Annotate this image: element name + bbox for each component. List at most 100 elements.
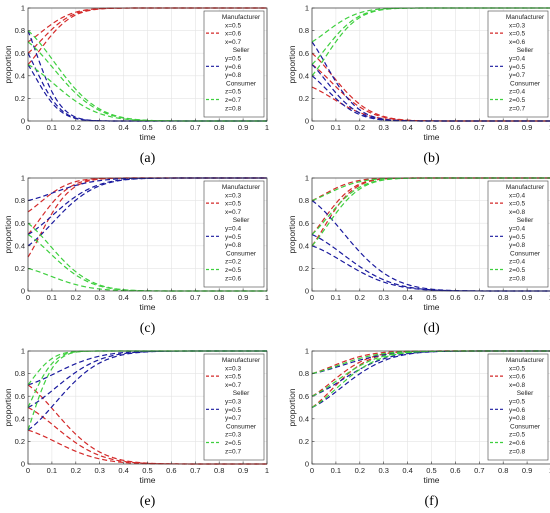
- x-tick-label: 0.9: [238, 293, 248, 302]
- y-axis-title: proportion: [3, 45, 13, 84]
- legend-entry: y=0.8: [225, 72, 241, 79]
- y-tick-label: 0: [305, 460, 309, 469]
- x-tick-label: 0: [310, 293, 314, 302]
- x-tick-label: 0.8: [214, 293, 224, 302]
- series-line-consumer-1: [27, 63, 267, 122]
- y-tick-label: 0.8: [299, 369, 309, 378]
- legend-entry: x=0.6: [509, 374, 525, 381]
- legend-entry: y=0.5: [509, 64, 525, 71]
- y-tick-label: 0.8: [15, 369, 25, 378]
- y-tick-label: 0: [305, 287, 309, 296]
- legend-group-title: Seller: [233, 390, 250, 397]
- legend-entry: x=0.7: [225, 209, 241, 216]
- x-tick-label: 0.6: [450, 123, 460, 132]
- legend-entry: z=0.5: [509, 432, 525, 439]
- series-line-seller-2: [311, 64, 550, 122]
- y-tick-label: 0: [305, 117, 309, 126]
- legend-group-title: Manufacturer: [222, 184, 261, 191]
- legend-entry: y=0.4: [509, 226, 525, 233]
- legend-entry: z=0.2: [225, 259, 241, 266]
- y-tick-label: 0.6: [299, 392, 309, 401]
- x-tick-label: 0.5: [426, 123, 436, 132]
- legend-entry: x=0.3: [225, 192, 241, 199]
- x-tick-label: 0.3: [378, 123, 388, 132]
- legend: Manufacturerx=0.4x=0.5x=0.8Sellery=0.4y=…: [487, 180, 549, 288]
- y-axis-title: proportion: [3, 388, 13, 427]
- x-tick-label: 0.8: [498, 466, 508, 475]
- legend-group-title: Seller: [517, 390, 534, 397]
- x-tick-label: 0.4: [402, 466, 412, 475]
- legend-entry: y=0.6: [225, 64, 241, 71]
- legend-entry: x=0.5: [509, 201, 525, 208]
- legend-entry: y=0.5: [225, 56, 241, 63]
- legend-entry: z=0.5: [225, 440, 241, 447]
- x-axis-title: time: [423, 132, 439, 142]
- x-tick-label: 0.3: [94, 466, 104, 475]
- legend-entry: x=0.5: [225, 22, 241, 29]
- y-tick-label: 0.4: [299, 414, 309, 423]
- legend-entry: x=0.5: [509, 365, 525, 372]
- x-tick-label: 0.2: [355, 466, 365, 475]
- legend-entry: y=0.7: [509, 72, 525, 79]
- x-tick-label: 0.4: [118, 466, 128, 475]
- y-tick-label: 0.2: [15, 437, 25, 446]
- x-tick-label: 0: [310, 466, 314, 475]
- x-tick-label: 0.2: [71, 466, 81, 475]
- legend-entry: z=0.4: [509, 89, 525, 96]
- legend-entry: x=0.6: [509, 39, 525, 46]
- legend: Manufacturerx=0.5x=0.6x=0.7Sellery=0.5y=…: [203, 10, 265, 118]
- legend-entry: z=0.7: [225, 448, 241, 455]
- legend-group-title: Manufacturer: [222, 357, 261, 364]
- legend-entry: z=0.5: [509, 267, 525, 274]
- legend-entry: x=0.5: [225, 374, 241, 381]
- x-tick-label: 1: [265, 293, 269, 302]
- x-tick-label: 0.4: [402, 293, 412, 302]
- legend-entry: x=0.7: [225, 39, 241, 46]
- x-tick-label: 0.5: [142, 293, 152, 302]
- legend-group-title: Seller: [517, 217, 534, 224]
- series-line-seller-3: [27, 30, 267, 122]
- x-tick-label: 0.3: [94, 123, 104, 132]
- legend-group-title: Manufacturer: [506, 357, 545, 364]
- x-tick-label: 0.3: [378, 293, 388, 302]
- legend-entry: z=0.8: [225, 105, 241, 112]
- y-tick-label: 1: [21, 174, 25, 183]
- x-tick-label: 0.6: [450, 293, 460, 302]
- legend-entry: y=0.3: [225, 399, 241, 406]
- x-tick-label: 0.8: [214, 466, 224, 475]
- x-tick-label: 0.2: [355, 293, 365, 302]
- chart-panel-3: 0 0.1 0.2 0.3 0.4 0.5 0.6 0.7 0.8 0.9 1 0 0.2 0.4 0.6 0…: [3, 174, 269, 336]
- y-tick-label: 0.6: [299, 49, 309, 58]
- legend-entry: x=0.4: [509, 192, 525, 199]
- x-tick-label: 1: [549, 466, 550, 475]
- y-tick-label: 1: [21, 347, 25, 356]
- y-tick-label: 0.6: [299, 219, 309, 228]
- legend-group-title: Consumer: [510, 80, 541, 87]
- y-tick-label: 0.2: [299, 94, 309, 103]
- x-tick-label: 0.8: [498, 293, 508, 302]
- x-tick-label: 0.2: [71, 293, 81, 302]
- legend-entry: x=0.3: [225, 365, 241, 372]
- legend-entry: y=0.8: [509, 242, 525, 249]
- x-tick-label: 0.6: [166, 123, 176, 132]
- x-tick-label: 0.7: [474, 123, 484, 132]
- y-tick-label: 0.8: [299, 196, 309, 205]
- legend-entry: z=0.6: [509, 440, 525, 447]
- x-axis-title: time: [139, 475, 155, 485]
- legend-entry: x=0.8: [509, 382, 525, 389]
- chart-panel-2: 0 0.1 0.2 0.3 0.4 0.5 0.6 0.7 0.8 0.9 1 0 0.2 0.4 0.6 0…: [287, 4, 550, 166]
- y-tick-label: 0.6: [15, 392, 25, 401]
- x-tick-label: 0.1: [47, 466, 57, 475]
- legend-group-title: Consumer: [510, 250, 541, 257]
- chart-panel-6: 0 0.1 0.2 0.3 0.4 0.5 0.6 0.7 0.8 0.9 1 0 0.2 0.4 0.6 0…: [287, 347, 550, 509]
- x-tick-label: 0.6: [166, 293, 176, 302]
- y-axis-title: proportion: [287, 215, 297, 254]
- legend-entry: z=0.4: [509, 259, 525, 266]
- y-tick-label: 0.6: [15, 49, 25, 58]
- series-line-manufacturer-1: [27, 429, 267, 465]
- x-tick-label: 0.5: [142, 466, 152, 475]
- x-axis-title: time: [139, 132, 155, 142]
- x-tick-label: 0: [26, 293, 30, 302]
- y-tick-label: 0: [21, 460, 25, 469]
- y-tick-label: 0.8: [299, 26, 309, 35]
